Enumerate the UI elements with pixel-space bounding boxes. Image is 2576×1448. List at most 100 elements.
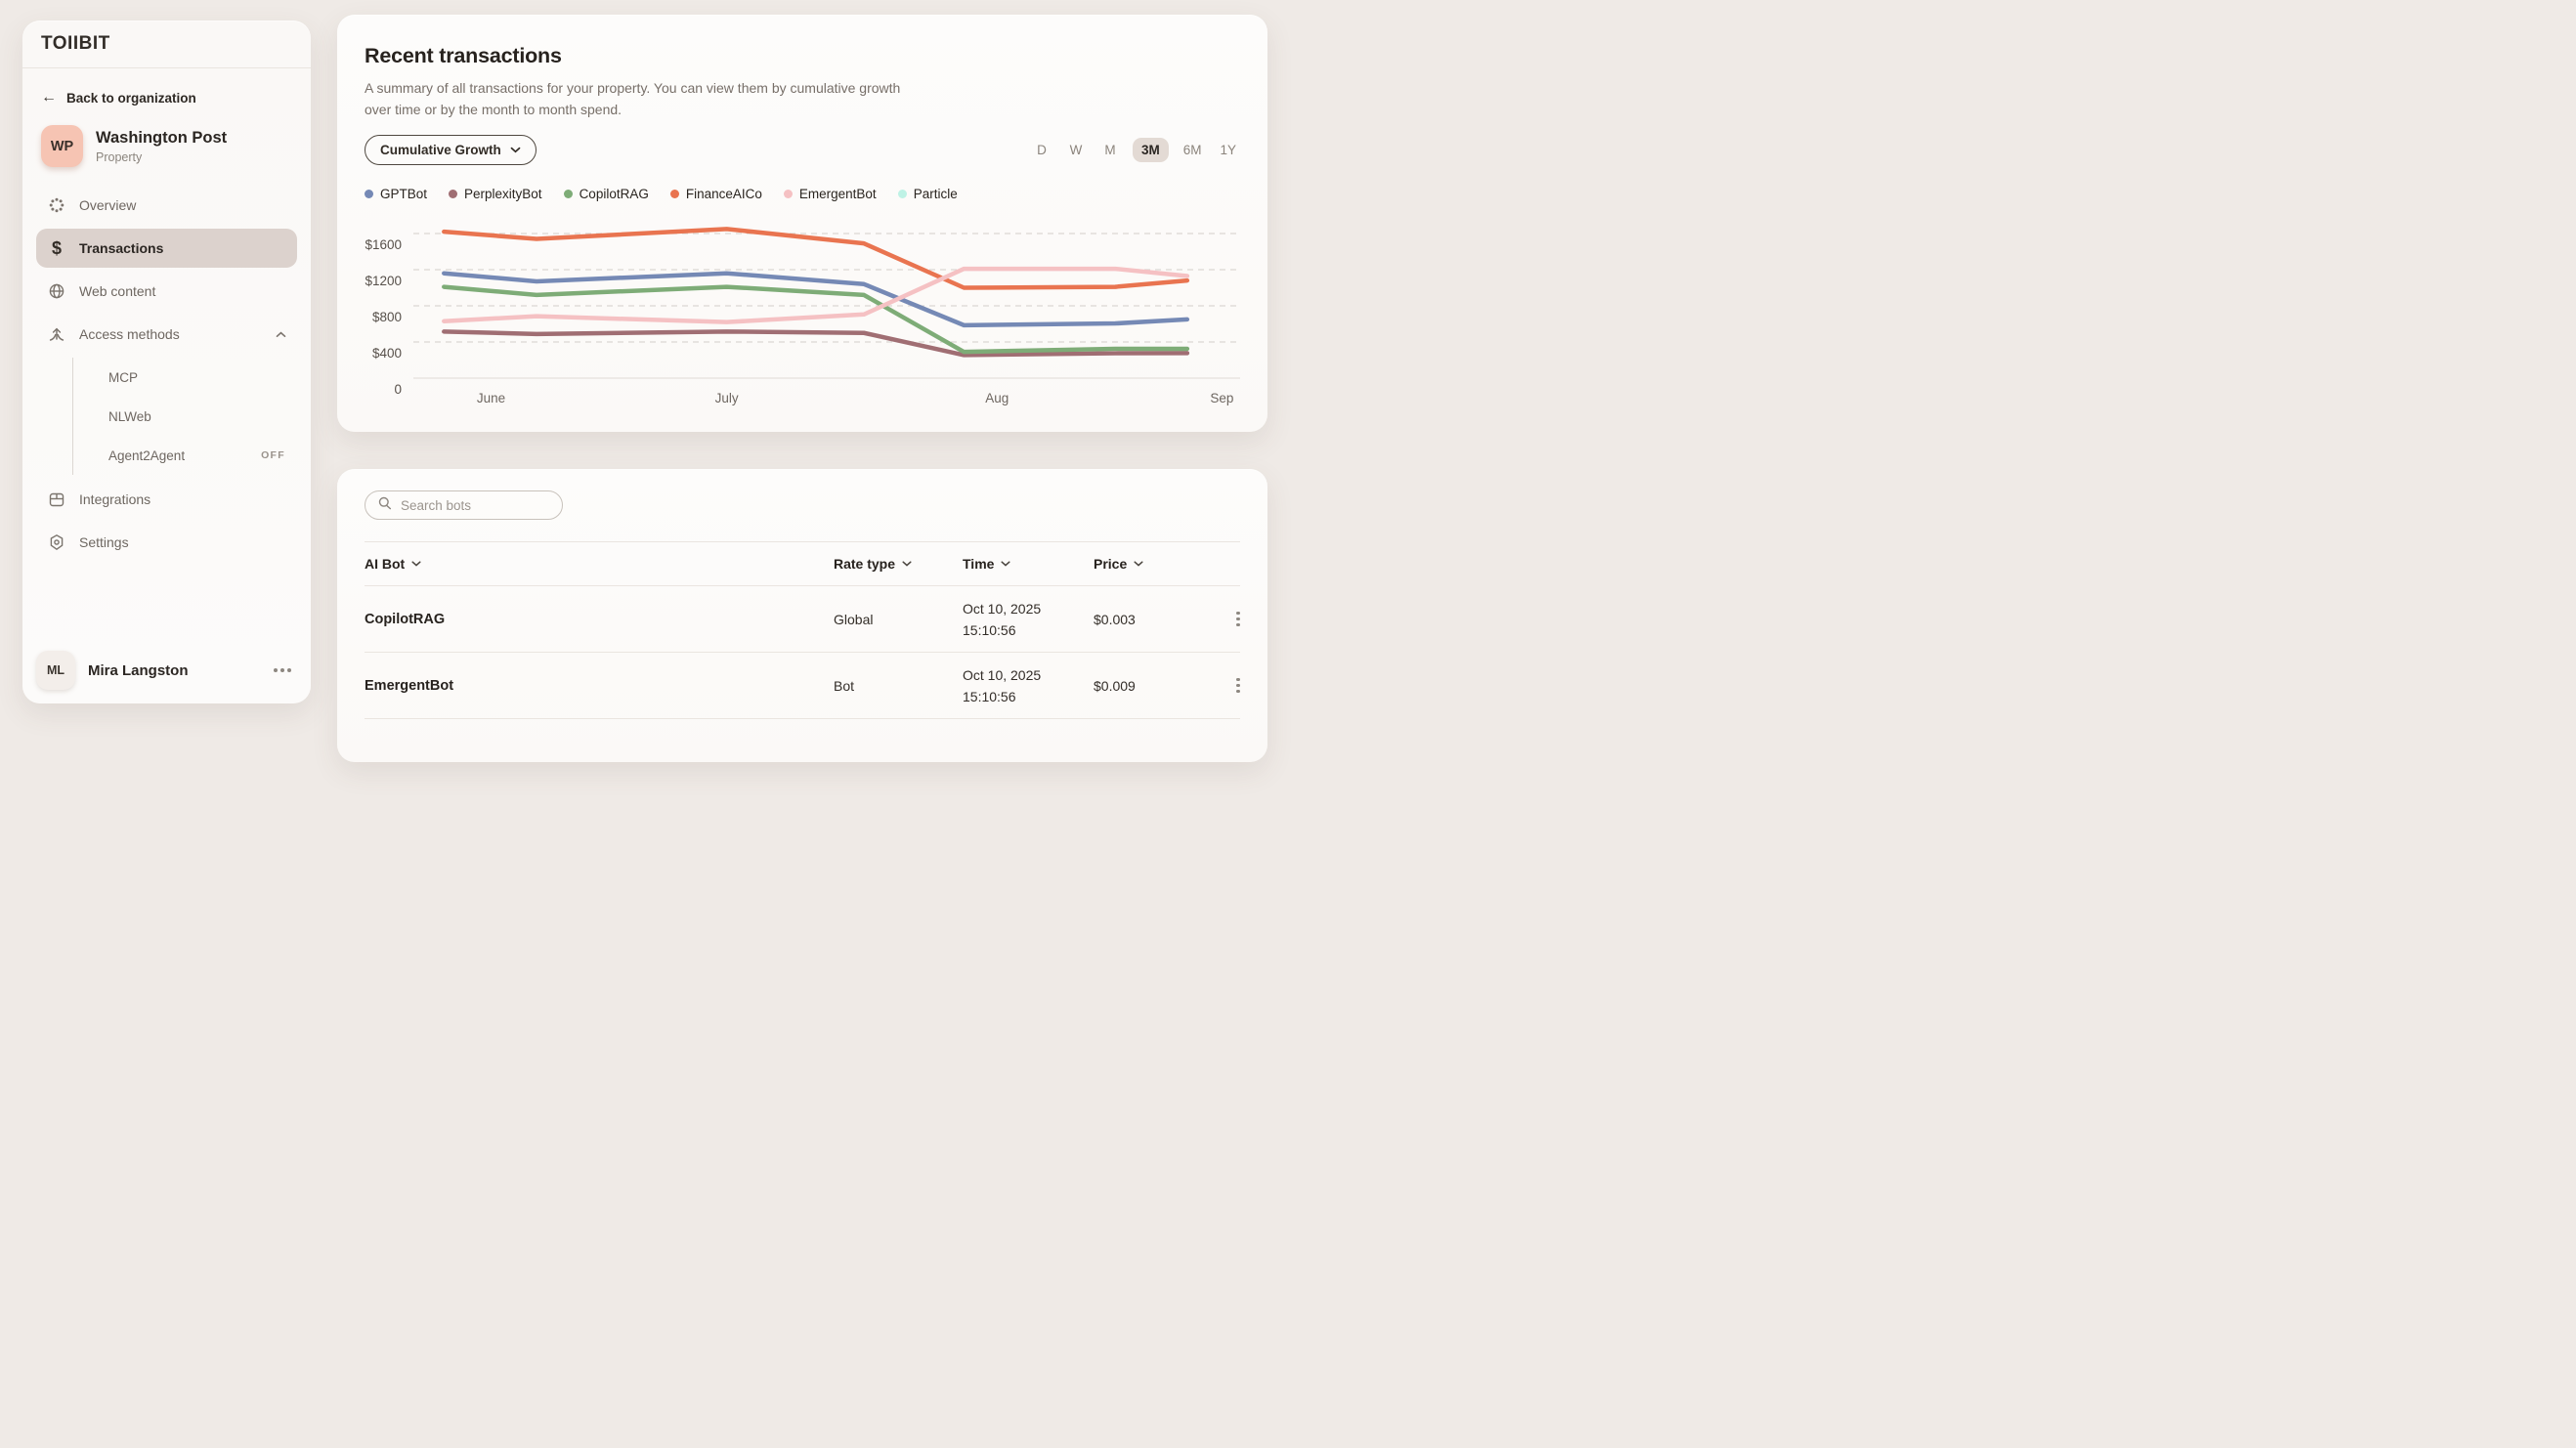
cell-ai-bot: EmergentBot bbox=[365, 677, 454, 694]
sidebar-item-label: Transactions bbox=[79, 240, 164, 256]
chart-controls: Cumulative Growth D W M 3M 6M 1Y bbox=[365, 135, 1240, 165]
sidebar-subitem-mcp[interactable]: MCP bbox=[73, 358, 297, 397]
property-type-label: Property bbox=[96, 149, 143, 164]
search-bots-field[interactable] bbox=[365, 490, 563, 520]
row-menu-kebab-icon[interactable] bbox=[1232, 608, 1244, 631]
column-header-rate-type[interactable]: Rate type bbox=[834, 556, 963, 572]
x-tick-label: Aug bbox=[985, 391, 1009, 405]
range-m[interactable]: M bbox=[1104, 143, 1116, 157]
sidebar-item-web-content[interactable]: Web content bbox=[36, 272, 297, 311]
back-to-organization-link[interactable]: ← Back to organization bbox=[41, 90, 292, 106]
integrations-icon bbox=[47, 490, 66, 509]
property-avatar: WP bbox=[41, 125, 83, 167]
cell-time: Oct 10, 2025 15:10:56 bbox=[963, 600, 1042, 638]
sidebar-item-label: Web content bbox=[79, 283, 156, 299]
legend-dot bbox=[669, 190, 679, 198]
legend-dot bbox=[783, 190, 793, 198]
user-avatar: ML bbox=[36, 651, 75, 690]
sidebar-item-transactions[interactable]: $ Transactions bbox=[36, 229, 297, 268]
divider bbox=[365, 652, 1240, 653]
sidebar-subitem-nlweb[interactable]: NLWeb bbox=[73, 397, 297, 436]
sort-chevron-icon bbox=[1134, 561, 1143, 567]
legend-item-particle: Particle bbox=[897, 187, 958, 201]
chart-canvas bbox=[413, 214, 1240, 385]
series-line-financeaico bbox=[444, 229, 1187, 287]
search-icon bbox=[378, 496, 392, 515]
legend-label: Particle bbox=[913, 187, 958, 201]
property-card[interactable]: WP Washington Post Property bbox=[41, 125, 292, 167]
cell-time: Oct 10, 2025 15:10:56 bbox=[963, 666, 1042, 704]
legend-dot bbox=[897, 190, 907, 198]
series-line-emergentbot bbox=[444, 269, 1187, 322]
range-1y[interactable]: 1Y bbox=[1220, 143, 1236, 157]
user-name: Mira Langston bbox=[88, 661, 189, 679]
y-tick-label: $1600 bbox=[365, 237, 402, 252]
chevron-down-icon bbox=[510, 147, 521, 153]
view-mode-label: Cumulative Growth bbox=[380, 143, 501, 157]
view-mode-dropdown[interactable]: Cumulative Growth bbox=[365, 135, 537, 165]
range-3m[interactable]: 3M bbox=[1132, 138, 1169, 162]
table-body: CopilotRAG Global Oct 10, 2025 15:10:56 $0.0… bbox=[365, 586, 1240, 719]
range-6m[interactable]: 6M bbox=[1182, 143, 1202, 157]
overview-icon bbox=[47, 195, 66, 215]
sidebar-item-access-methods[interactable]: Access methods bbox=[36, 315, 297, 354]
series-line-perplexitybot bbox=[444, 331, 1187, 355]
cell-ai-bot: CopilotRAG bbox=[365, 611, 446, 627]
user-row[interactable]: ML Mira Langston bbox=[36, 651, 297, 690]
divider bbox=[365, 541, 1240, 542]
sidebar-item-label: Overview bbox=[79, 197, 137, 213]
sidebar-header: TOIIBIT bbox=[22, 21, 311, 68]
legend-item-copilotrag: CopilotRAG bbox=[563, 187, 649, 201]
legend-item-financeaico: FinanceAICo bbox=[669, 187, 762, 201]
transactions-icon: $ bbox=[51, 238, 62, 258]
legend-label: PerplexityBot bbox=[464, 187, 542, 201]
x-tick-label: Sep bbox=[1210, 391, 1234, 405]
line-chart: $1600 $1200 $800 $400 0 June July Aug Sep bbox=[365, 214, 1240, 414]
property-name: Washington Post bbox=[96, 128, 228, 147]
back-label: Back to organization bbox=[66, 90, 196, 106]
cell-rate-type: Global bbox=[834, 611, 874, 627]
y-tick-label: $400 bbox=[371, 346, 402, 361]
chevron-up-icon[interactable] bbox=[276, 331, 286, 338]
range-d[interactable]: D bbox=[1037, 143, 1047, 157]
column-header-time[interactable]: Time bbox=[963, 556, 1094, 572]
sort-chevron-icon bbox=[411, 561, 421, 567]
recent-transactions-card: Recent transactions A summary of all tra… bbox=[337, 15, 1267, 432]
sidebar-subitem-label: MCP bbox=[108, 369, 138, 385]
sidebar-item-label: Settings bbox=[79, 534, 129, 550]
row-menu-kebab-icon[interactable] bbox=[1232, 674, 1244, 698]
column-label: Price bbox=[1094, 556, 1128, 572]
user-menu-ellipsis-icon[interactable] bbox=[274, 668, 291, 672]
time-range-selector: D W M 3M 6M 1Y bbox=[1030, 138, 1240, 162]
sidebar-item-settings[interactable]: Settings bbox=[36, 523, 297, 562]
legend-label: CopilotRAG bbox=[579, 187, 649, 201]
legend-item-emergentbot: EmergentBot bbox=[783, 187, 877, 201]
sidebar-item-integrations[interactable]: Integrations bbox=[36, 480, 297, 519]
sidebar-item-overview[interactable]: Overview bbox=[36, 186, 297, 225]
range-w[interactable]: W bbox=[1069, 143, 1083, 157]
legend-item-gptbot: GPTBot bbox=[365, 187, 427, 201]
cell-price: $0.009 bbox=[1094, 677, 1136, 694]
legend-dot bbox=[365, 190, 373, 198]
search-input[interactable] bbox=[401, 497, 537, 513]
access-methods-icon bbox=[47, 324, 66, 344]
column-label: Rate type bbox=[834, 556, 896, 572]
sort-chevron-icon bbox=[902, 561, 912, 567]
settings-icon bbox=[47, 532, 66, 552]
sidebar-subitem-label: Agent2Agent bbox=[108, 447, 186, 463]
chart-legend: GPTBot PerplexityBot CopilotRAG FinanceAICo… bbox=[365, 187, 1240, 201]
y-tick-label: 0 bbox=[394, 382, 402, 397]
sidebar-item-label: Integrations bbox=[79, 491, 151, 507]
legend-dot bbox=[449, 190, 458, 198]
table-row[interactable]: CopilotRAG Global Oct 10, 2025 15:10:56 $0.0… bbox=[365, 586, 1240, 652]
cell-rate-type: Bot bbox=[834, 677, 855, 694]
legend-label: GPTBot bbox=[380, 187, 428, 201]
sidebar-subitem-agent2agent[interactable]: Agent2Agent OFF bbox=[73, 436, 297, 475]
x-tick-label: July bbox=[714, 391, 739, 405]
y-tick-label: $1200 bbox=[365, 274, 402, 288]
legend-item-perplexitybot: PerplexityBot bbox=[449, 187, 542, 201]
column-header-ai-bot[interactable]: AI Bot bbox=[365, 556, 834, 572]
table-row[interactable]: EmergentBot Bot Oct 10, 2025 15:10:56 $0.009 bbox=[365, 653, 1240, 718]
access-methods-sublist: MCP NLWeb Agent2Agent OFF bbox=[72, 358, 297, 475]
column-header-price[interactable]: Price bbox=[1094, 556, 1232, 572]
